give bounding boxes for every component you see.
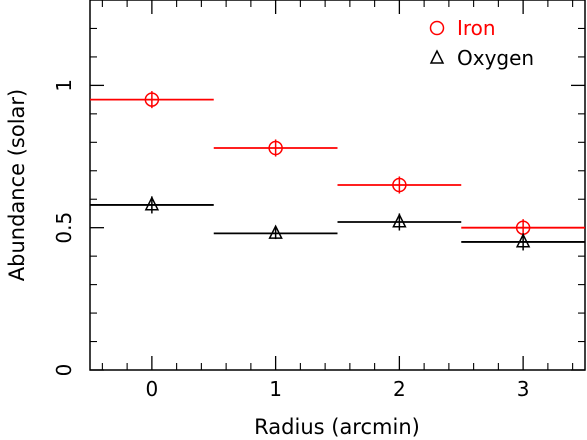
legend: Iron Oxygen <box>429 16 534 70</box>
iron-point <box>392 177 407 193</box>
iron-point <box>144 92 160 107</box>
iron-point <box>268 140 283 156</box>
y-tick-label: 0 <box>52 364 76 377</box>
y-tick-label: 0.5 <box>52 212 76 244</box>
data-marks <box>90 91 585 251</box>
oxygen-point <box>268 224 283 239</box>
y-axis-label: Abundance (solar) <box>5 89 29 281</box>
y-tick-label: 1 <box>52 79 76 92</box>
oxygen-point <box>392 213 407 228</box>
x-tick-label: 2 <box>393 377 406 401</box>
plot-frame <box>89 0 586 371</box>
oxygen-point <box>144 196 160 211</box>
legend-oxygen-label: Oxygen <box>457 46 534 70</box>
x-tick-label: 3 <box>517 377 530 401</box>
legend-oxygen-marker <box>429 49 445 64</box>
x-tick-label: 0 <box>146 377 159 401</box>
legend-iron-label: Iron <box>457 16 496 40</box>
x-tick-label: 1 <box>269 377 282 401</box>
oxygen-point <box>515 233 531 248</box>
tick-labels: 0 1 2 3 0 0.5 1 <box>52 79 529 401</box>
legend-iron-marker <box>429 20 445 36</box>
x-axis-label: Radius (arcmin) <box>254 415 420 439</box>
